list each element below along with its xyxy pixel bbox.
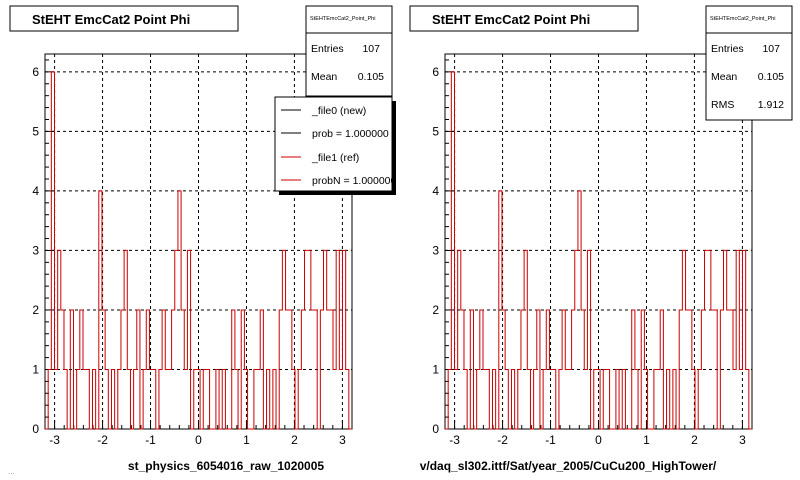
left-plot-area: -3 -2 -1 0 1 2 3 0 1 2 3 4 5 6 (32, 54, 353, 447)
left-x-tick-label-0: -3 (49, 433, 60, 447)
left-panel: -3 -2 -1 0 1 2 3 0 1 2 3 4 5 6 StEHT EmcCat2 Point Ph… (9, 5, 397, 473)
right-x-tick-label-5: 2 (691, 433, 698, 447)
legend-label-0: _file0 (new) (311, 105, 366, 117)
right-y-tick-label-3: 3 (432, 243, 439, 257)
left-x-tick-label-4: 1 (243, 433, 250, 447)
right-stats-label-rms: RMS (711, 99, 734, 111)
right-x-tick-label-1: -2 (497, 433, 508, 447)
legend-label-2: _file1 (ref) (311, 152, 359, 164)
right-stats-name: StEHTEmcCat2_Point_Phi (710, 16, 775, 22)
right-x-axis-label: v/daq_sl302.ittf/Sat/year_2005/CuCu200_H… (420, 459, 717, 473)
left-x-tick-label-2: -1 (145, 433, 156, 447)
right-x-tick-label-0: -3 (449, 433, 460, 447)
right-histogram-series (445, 71, 752, 430)
left-x-tick-label-3: 0 (195, 433, 202, 447)
left-title: StEHT EmcCat2 Point Phi (32, 12, 190, 27)
right-x-tick-label-6: 3 (739, 433, 746, 447)
right-stats-label-mean: Mean (711, 71, 737, 83)
left-y-tick-label-3: 3 (32, 243, 39, 257)
left-y-tick-label-2: 2 (32, 303, 39, 317)
right-stats-label-entries: Entries (711, 43, 744, 55)
left-y-tick-label-0: 0 (32, 422, 39, 436)
right-y-tick-label-5: 5 (432, 124, 439, 138)
right-y-tick-label-6: 6 (432, 65, 439, 79)
right-y-tick-label-4: 4 (432, 184, 439, 198)
right-plot-area: -3 -2 -1 0 1 2 3 0 1 2 3 4 5 6 (432, 54, 753, 447)
left-stats-label-entries: Entries (311, 43, 344, 55)
left-histogram-series (45, 71, 352, 430)
legend-label-3: probN = 1.000000 (312, 175, 397, 187)
right-title: StEHT EmcCat2 Point Phi (432, 12, 590, 27)
right-y-tick-label-1: 1 (432, 362, 439, 376)
legend-label-1: prob = 1.000000 (312, 128, 389, 140)
footer-text: ... (8, 467, 15, 476)
left-y-tick-label-1: 1 (32, 362, 39, 376)
right-y-tick-label-2: 2 (432, 303, 439, 317)
left-legend: _file0 (new) prob = 1.000000 _file1 (ref… (274, 96, 397, 195)
left-y-tick-label-6: 6 (32, 65, 39, 79)
right-panel: -3 -2 -1 0 1 2 3 0 1 2 3 4 5 6 StEHT EmcCat2 Point Ph… (409, 5, 793, 473)
left-y-tick-label-5: 5 (32, 124, 39, 138)
left-stats-value-mean: 0.105 (358, 71, 384, 83)
right-title-box (409, 5, 639, 32)
left-x-axis-label: st_physics_6054016_raw_1020005 (128, 459, 324, 473)
left-stats-name: StEHTEmcCat2_Point_Phi (310, 16, 375, 22)
left-stats-label-mean: Mean (311, 71, 337, 83)
right-stats-value-mean: 0.105 (758, 71, 784, 83)
right-stats-box: StEHTEmcCat2_Point_Phi Entries 107 Mean … (705, 5, 793, 121)
left-stats-box: StEHTEmcCat2_Point_Phi Entries 107 Mean … (305, 5, 393, 97)
right-stats-value-entries: 107 (762, 43, 780, 55)
right-x-tick-label-4: 1 (643, 433, 650, 447)
left-stats-value-entries: 107 (362, 43, 380, 55)
right-x-tick-label-2: -1 (545, 433, 556, 447)
left-x-tick-label-1: -2 (97, 433, 108, 447)
left-y-tick-label-4: 4 (32, 184, 39, 198)
left-x-tick-label-5: 2 (291, 433, 298, 447)
right-stats-value-rms: 1.912 (758, 99, 784, 111)
right-x-tick-label-3: 0 (595, 433, 602, 447)
right-y-tick-label-0: 0 (432, 422, 439, 436)
left-title-box (9, 5, 239, 32)
left-x-tick-label-6: 3 (339, 433, 346, 447)
